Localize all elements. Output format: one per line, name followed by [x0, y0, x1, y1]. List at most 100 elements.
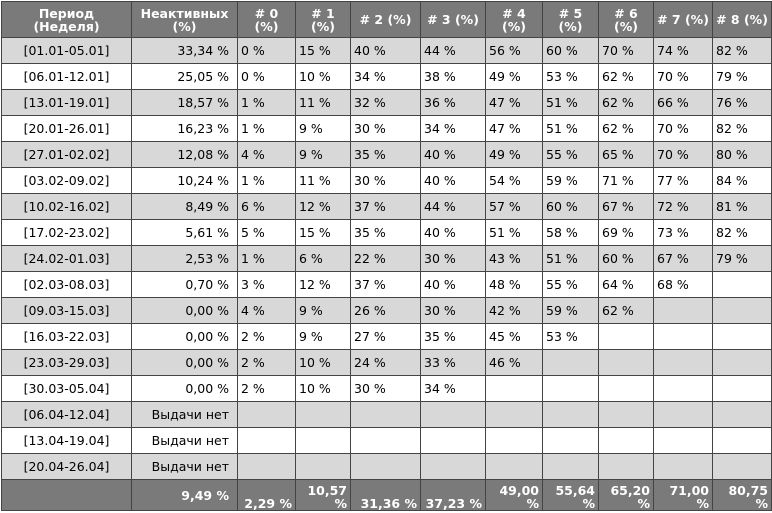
row-week-5: 55 %	[542, 271, 599, 298]
totals-week-8: 80,75 %	[712, 479, 772, 511]
row-week-4	[485, 453, 543, 480]
totals-week-4: 49,00 %	[485, 479, 543, 511]
row-week-8: 76 %	[712, 89, 772, 116]
header-week-4: # 4 (%)	[485, 1, 543, 38]
row-week-7: 72 %	[653, 193, 713, 220]
row-week-1	[295, 453, 351, 480]
header-row: Период (Неделя) Неактивных (%) # 0 (%) #…	[1, 1, 772, 38]
row-week-0: 1 %	[237, 115, 296, 142]
row-week-8: 80 %	[712, 141, 772, 168]
header-week-7: # 7 (%)	[653, 1, 713, 38]
table-row: [06.04-12.04] Выдачи нет	[1, 401, 772, 428]
table-row: [30.03-05.04] 0,00 % 2 % 10 % 30 % 34 %	[1, 375, 772, 402]
row-week-3: 33 %	[420, 349, 486, 376]
row-period: [17.02-23.02]	[1, 219, 132, 246]
row-week-4	[485, 375, 543, 402]
row-week-1: 10 %	[295, 63, 351, 90]
row-week-0: 2 %	[237, 349, 296, 376]
row-week-3: 44 %	[420, 37, 486, 64]
row-week-5: 51 %	[542, 115, 599, 142]
header-week-3: # 3 (%)	[420, 1, 486, 38]
row-week-3: 44 %	[420, 193, 486, 220]
row-week-4: 42 %	[485, 297, 543, 324]
table-row: [17.02-23.02] 5,61 % 5 % 15 % 35 % 40 % 51 % 58…	[1, 219, 772, 246]
header-week-5: # 5 (%)	[542, 1, 599, 38]
row-week-2: 35 %	[350, 219, 421, 246]
row-week-0	[237, 401, 296, 428]
row-week-1: 10 %	[295, 349, 351, 376]
table-row: [23.03-29.03] 0,00 % 2 % 10 % 24 % 33 % 46 %	[1, 349, 772, 376]
totals-week-3: 37,23 %	[420, 479, 486, 511]
row-week-3: 30 %	[420, 297, 486, 324]
header-inactive: Неактивных (%)	[131, 1, 238, 38]
row-week-7: 74 %	[653, 37, 713, 64]
row-week-8: 79 %	[712, 63, 772, 90]
row-week-3: 35 %	[420, 323, 486, 350]
row-week-0: 2 %	[237, 323, 296, 350]
row-week-6: 62 %	[598, 297, 654, 324]
header-week-8: # 8 (%)	[712, 1, 772, 38]
row-week-7: 68 %	[653, 271, 713, 298]
header-week-2: # 2 (%)	[350, 1, 421, 38]
row-week-5	[542, 401, 599, 428]
row-week-6	[598, 375, 654, 402]
row-week-7: 70 %	[653, 115, 713, 142]
row-week-5: 53 %	[542, 323, 599, 350]
row-week-0: 1 %	[237, 89, 296, 116]
row-week-8: 82 %	[712, 37, 772, 64]
row-inactive: 0,70 %	[131, 271, 238, 298]
row-week-0: 4 %	[237, 297, 296, 324]
totals-week-2: 31,36 %	[350, 479, 421, 511]
row-week-6: 62 %	[598, 89, 654, 116]
row-week-8	[712, 349, 772, 376]
row-week-4: 47 %	[485, 89, 543, 116]
row-week-0: 3 %	[237, 271, 296, 298]
row-period: [23.03-29.03]	[1, 349, 132, 376]
row-week-1: 6 %	[295, 245, 351, 272]
table-row: [13.01-19.01] 18,57 % 1 % 11 % 32 % 36 % 47 % 5…	[1, 89, 772, 116]
row-week-0: 4 %	[237, 141, 296, 168]
row-week-7: 70 %	[653, 141, 713, 168]
table-header: Период (Неделя) Неактивных (%) # 0 (%) #…	[1, 1, 772, 38]
row-week-2	[350, 401, 421, 428]
totals-period	[1, 479, 132, 511]
header-week-0: # 0 (%)	[237, 1, 296, 38]
row-week-8: 82 %	[712, 115, 772, 142]
row-period: [10.02-16.02]	[1, 193, 132, 220]
row-week-4: 48 %	[485, 271, 543, 298]
row-week-0: 2 %	[237, 375, 296, 402]
row-week-5: 60 %	[542, 37, 599, 64]
row-week-2: 30 %	[350, 375, 421, 402]
row-inactive: 18,57 %	[131, 89, 238, 116]
row-week-7: 73 %	[653, 219, 713, 246]
totals-week-1: 10,57 %	[295, 479, 351, 511]
row-period: [13.04-19.04]	[1, 427, 132, 454]
row-week-1: 10 %	[295, 375, 351, 402]
row-week-4: 49 %	[485, 141, 543, 168]
row-week-0: 1 %	[237, 245, 296, 272]
row-week-6	[598, 323, 654, 350]
table-body: [01.01-05.01] 33,34 % 0 % 15 % 40 % 44 % 56 % 6…	[1, 37, 772, 480]
row-inactive: Выдачи нет	[131, 401, 238, 428]
row-inactive: 12,08 %	[131, 141, 238, 168]
row-inactive: 16,23 %	[131, 115, 238, 142]
row-week-1	[295, 427, 351, 454]
row-week-1: 11 %	[295, 167, 351, 194]
row-week-8	[712, 271, 772, 298]
row-week-2: 22 %	[350, 245, 421, 272]
row-week-6: 71 %	[598, 167, 654, 194]
row-week-3	[420, 401, 486, 428]
row-week-7	[653, 427, 713, 454]
row-week-1: 12 %	[295, 193, 351, 220]
row-week-8: 84 %	[712, 167, 772, 194]
row-period: [24.02-01.03]	[1, 245, 132, 272]
header-week-6: # 6 (%)	[598, 1, 654, 38]
row-period: [01.01-05.01]	[1, 37, 132, 64]
table-row: [16.03-22.03] 0,00 % 2 % 9 % 27 % 35 % 45 % 53 …	[1, 323, 772, 350]
row-week-1: 9 %	[295, 141, 351, 168]
row-week-2: 32 %	[350, 89, 421, 116]
row-week-4: 54 %	[485, 167, 543, 194]
row-week-6	[598, 349, 654, 376]
row-week-0: 6 %	[237, 193, 296, 220]
